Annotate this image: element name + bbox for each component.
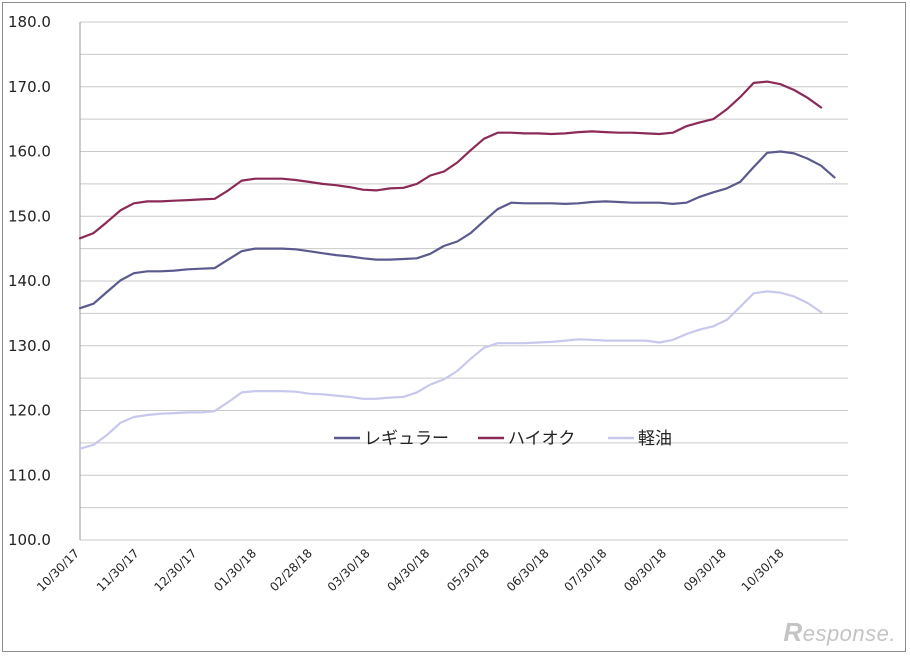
- x-tick-label: 06/30/18: [504, 546, 552, 594]
- y-tick-label: 120.0: [8, 402, 51, 420]
- watermark-r: R: [783, 617, 803, 647]
- x-axis: 10/30/17 11/30/17 12/30/17 01/30/18 02/28/18…: [34, 546, 787, 594]
- legend-label: レギュラー: [364, 429, 449, 449]
- y-tick-label: 160.0: [8, 143, 51, 161]
- x-tick-label: 12/30/17: [151, 546, 199, 594]
- series-line-1: [78, 150, 836, 310]
- legend-label: 軽油: [638, 429, 672, 449]
- x-tick-label: 05/30/18: [444, 546, 492, 594]
- x-tick-label: 03/30/18: [325, 546, 373, 594]
- series-line-3: [78, 290, 823, 450]
- x-tick-label: 01/30/18: [211, 546, 259, 594]
- legend: レギュラー ハイオク 軽油: [334, 429, 672, 449]
- x-tick-label: 10/30/18: [739, 546, 787, 594]
- watermark-rest: esponse.: [802, 621, 896, 646]
- y-tick-label: 170.0: [8, 78, 51, 96]
- y-tick-label: 100.0: [8, 531, 51, 549]
- response-watermark: Response.: [783, 617, 896, 648]
- x-tick-label: 10/30/17: [34, 546, 82, 594]
- y-tick-label: 110.0: [8, 466, 51, 484]
- x-tick-label: 02/28/18: [267, 546, 315, 594]
- legend-label: ハイオク: [508, 429, 575, 449]
- y-tick-label: 180.0: [8, 13, 51, 31]
- y-tick-label: 150.0: [8, 207, 51, 225]
- series-lines: [78, 80, 836, 450]
- x-tick-label: 09/30/18: [681, 546, 729, 594]
- x-tick-label: 04/30/18: [384, 546, 432, 594]
- x-tick-label: 08/30/18: [621, 546, 669, 594]
- x-tick-label: 11/30/17: [94, 546, 142, 594]
- y-tick-label: 130.0: [8, 337, 51, 355]
- gridlines: [80, 21, 848, 541]
- y-axis: 100.0 110.0 120.0 130.0 140.0 150.0 160.0 170.0…: [8, 13, 81, 549]
- series-line-2: [78, 80, 823, 240]
- y-tick-label: 140.0: [8, 272, 51, 290]
- x-tick-label: 07/30/18: [561, 546, 609, 594]
